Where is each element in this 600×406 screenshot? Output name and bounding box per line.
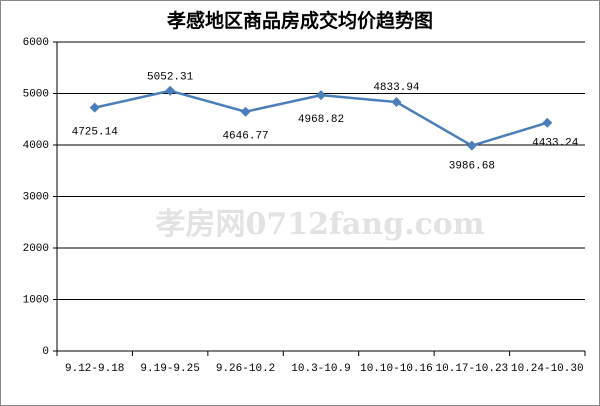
y-tick-label: 2000 — [23, 243, 49, 255]
x-tick-label: 9.12-9.18 — [65, 363, 124, 375]
data-label: 4968.82 — [298, 114, 344, 126]
marker — [466, 140, 477, 151]
y-tick-label: 5000 — [23, 88, 49, 100]
y-tick-label: 4000 — [23, 140, 49, 152]
x-tick-label: 9.26-10.2 — [216, 363, 275, 375]
data-label: 4646.77 — [222, 131, 268, 143]
data-label: 4725.14 — [72, 127, 119, 139]
x-tick-label: 10.17-10.23 — [436, 363, 509, 375]
y-tick-label: 6000 — [23, 37, 49, 49]
x-tick-label: 10.24-10.30 — [511, 363, 584, 375]
data-label: 5052.31 — [147, 72, 194, 84]
marker — [542, 117, 553, 128]
marker — [391, 97, 402, 108]
data-label: 3986.68 — [449, 161, 495, 173]
marker — [316, 90, 326, 101]
y-tick-label: 1000 — [23, 294, 49, 306]
x-tick-label: 10.10-10.16 — [360, 363, 433, 375]
x-tick-label: 9.19-9.25 — [140, 363, 199, 375]
chart-title: 孝感地区商品房成交均价趋势图 — [167, 9, 433, 32]
y-tick-label: 0 — [42, 346, 49, 358]
data-label: 4433.24 — [532, 138, 579, 150]
x-tick-label: 10.3-10.9 — [291, 363, 350, 375]
marker — [89, 102, 100, 113]
marker — [165, 85, 176, 96]
watermark: 孝房网0712fang.com — [155, 207, 484, 242]
marker — [240, 106, 251, 117]
y-tick-label: 3000 — [23, 191, 49, 203]
data-label: 4833.94 — [373, 82, 420, 94]
